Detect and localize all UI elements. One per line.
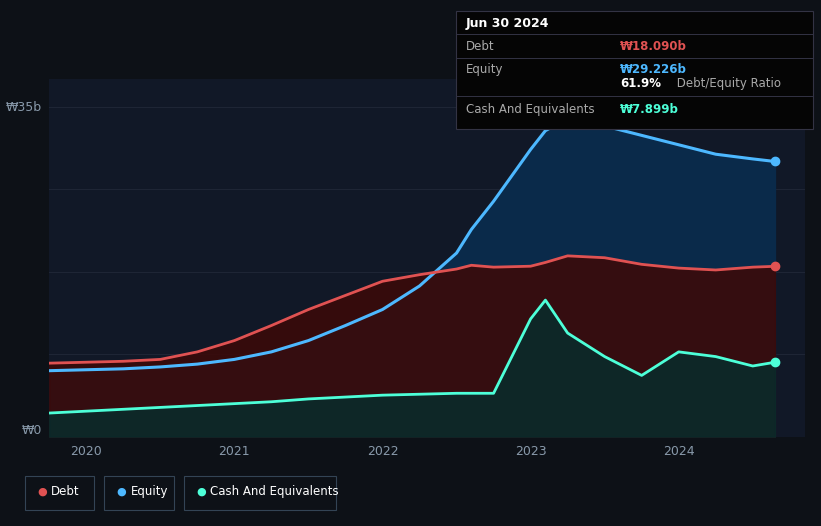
Text: ₩0: ₩0 [21,423,42,437]
Text: Jun 30 2024: Jun 30 2024 [466,17,549,30]
Text: ₩7.899b: ₩7.899b [620,104,679,116]
Text: Cash And Equivalents: Cash And Equivalents [210,485,339,498]
Text: 61.9%: 61.9% [620,77,661,90]
Text: Debt: Debt [51,485,80,498]
Text: ₩18.090b: ₩18.090b [620,39,686,53]
Text: ₩29.226b: ₩29.226b [620,63,686,76]
Text: ●: ● [117,487,126,497]
Text: ●: ● [37,487,47,497]
Text: ₩35b: ₩35b [6,100,42,114]
Text: Debt/Equity Ratio: Debt/Equity Ratio [673,77,782,90]
Text: Equity: Equity [131,485,168,498]
Text: ●: ● [196,487,206,497]
Text: Debt: Debt [466,39,494,53]
Text: Cash And Equivalents: Cash And Equivalents [466,104,594,116]
Text: Equity: Equity [466,63,503,76]
